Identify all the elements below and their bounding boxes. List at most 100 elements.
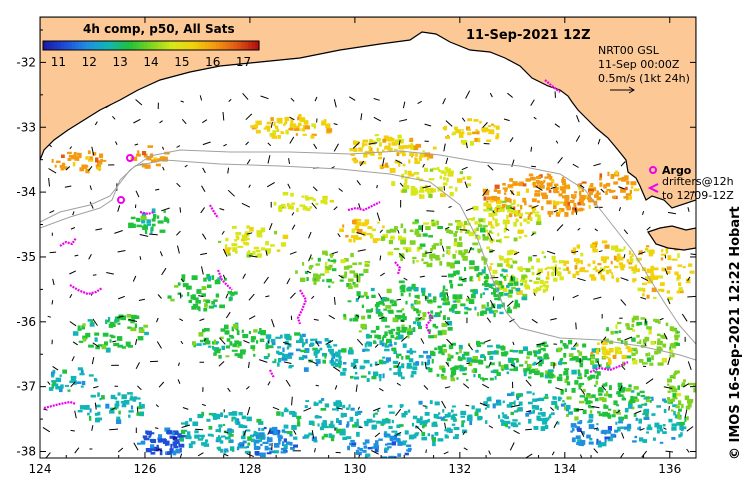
sst-pixel [401,377,405,380]
colorbar-swatch [111,41,115,50]
sst-pixel [456,226,459,230]
sst-pixel [487,351,491,355]
sst-pixel [416,260,419,262]
sst-pixel [196,343,201,346]
sst-pixel [398,372,402,377]
sst-pixel [380,165,382,169]
sst-pixel [296,349,301,352]
sst-pixel [157,215,159,218]
sst-pixel [453,436,459,439]
sst-pixel [634,413,637,417]
sst-pixel [145,230,147,234]
sst-pixel [467,176,472,179]
sst-pixel [99,154,103,159]
sst-pixel [458,284,463,286]
y-tick-label: -37 [16,380,36,394]
sst-pixel [599,397,604,401]
sst-pixel [241,436,246,440]
sst-pixel [683,379,686,382]
colorbar-swatch [241,41,245,50]
sst-pixel [672,259,678,261]
sst-pixel [627,424,631,429]
sst-pixel [609,385,612,390]
sst-pixel [520,283,523,285]
sst-pixel [242,334,248,338]
sst-pixel [638,419,642,424]
sst-pixel [588,264,591,267]
sst-pixel [542,196,547,200]
sst-pixel [415,153,418,157]
sst-pixel [549,215,551,218]
sst-pixel [536,258,540,262]
sst-pixel [471,294,476,299]
sst-pixel [314,126,316,128]
sst-pixel [597,263,601,265]
sst-pixel [608,360,612,365]
sst-pixel [83,338,86,342]
sst-pixel [547,372,553,377]
sst-pixel [619,418,622,422]
colorbar-swatch [151,41,155,50]
sst-pixel [440,176,442,180]
sst-pixel [91,320,93,325]
sst-pixel [77,153,82,156]
sst-pixel [412,423,414,427]
sst-pixel [457,242,463,247]
sst-pixel [498,210,501,213]
sst-pixel [526,368,530,372]
sst-pixel [638,288,644,292]
sst-pixel [413,366,418,370]
sst-pixel [508,290,513,294]
sst-pixel [322,279,324,281]
sst-pixel [678,282,681,286]
sst-pixel [350,440,355,442]
sst-pixel [151,452,156,455]
sst-pixel [339,229,344,233]
sst-pixel [615,324,617,329]
sst-pixel [557,406,559,410]
current-arrow-icon [377,185,378,188]
sst-pixel [452,406,456,408]
sst-pixel [257,235,263,237]
sst-pixel [400,240,406,245]
sst-pixel [447,262,450,267]
sst-pixel [626,176,629,179]
sst-pixel [142,151,146,155]
sst-pixel [391,437,397,441]
colorbar-tick-label: 15 [174,55,189,69]
sst-pixel [632,279,635,283]
sst-pixel [447,358,451,361]
current-arrow-icon [50,252,56,253]
sst-pixel [648,424,651,428]
sst-pixel [212,413,217,416]
sst-pixel [626,388,632,392]
sst-pixel [532,393,534,396]
sst-pixel [679,422,685,425]
sst-pixel [560,340,563,343]
sst-pixel [341,413,344,418]
sst-pixel [427,157,429,161]
sst-pixel [316,203,319,205]
colorbar-swatch [140,41,144,50]
sst-pixel [483,218,485,223]
sst-pixel [603,184,607,188]
sst-pixel [443,182,448,185]
sst-pixel [609,269,612,273]
sst-pixel [606,270,609,275]
sst-pixel [389,368,391,371]
sst-pixel [548,380,552,384]
current-arrow-icon [155,428,158,429]
sst-pixel [470,141,474,146]
sst-pixel [433,300,437,302]
sst-pixel [532,272,535,276]
sst-pixel [431,256,433,261]
sst-pixel [412,222,417,225]
sst-pixel [521,275,527,278]
sst-pixel [463,367,467,370]
sst-pixel [516,360,518,363]
sst-pixel [426,355,431,359]
sst-pixel [633,360,638,365]
sst-pixel [581,444,584,447]
sst-pixel [473,206,479,211]
sst-pixel [607,430,611,434]
